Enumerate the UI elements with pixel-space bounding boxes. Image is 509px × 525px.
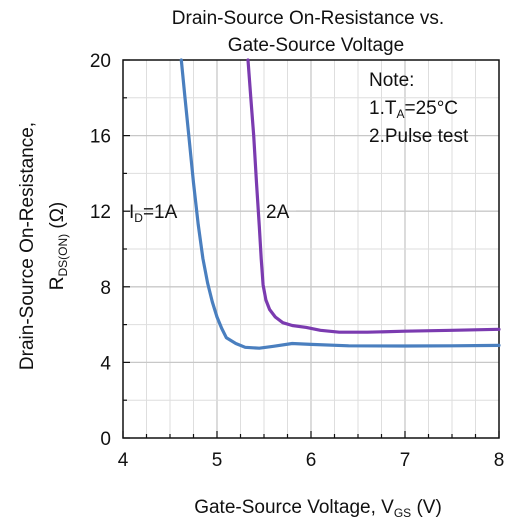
y-axis-label-line1: Drain-Source On-Resistance, xyxy=(17,122,38,370)
y-axis-label-group: Drain-Source On-Resistance, RDS(ON) (Ω) xyxy=(17,122,70,370)
y-tick-label: 12 xyxy=(90,202,111,223)
note-title: Note: xyxy=(369,70,414,91)
series-label-1a-subscript: D xyxy=(134,211,143,225)
x-tick-label: 4 xyxy=(118,450,129,471)
y-tick-label: 20 xyxy=(90,51,111,72)
series-label-1a-main: I xyxy=(129,202,134,223)
x-tick-label: 6 xyxy=(306,450,317,471)
series-line-2a xyxy=(246,58,501,334)
note-condition-1-subscript: A xyxy=(396,107,404,121)
chart-title-line2: Gate-Source Voltage xyxy=(228,35,404,56)
y-tick-label: 4 xyxy=(100,353,111,374)
y-tick-label: 0 xyxy=(100,429,111,450)
series-label-2a: 2A xyxy=(266,202,290,223)
series-label-1a: ID=1A xyxy=(129,202,178,225)
x-axis-label-main: Gate-Source Voltage, V xyxy=(194,497,394,518)
x-tick-label: 5 xyxy=(212,450,223,471)
note-condition-1: 1.TA=25°C xyxy=(369,98,458,121)
y-axis-label-subscript: DS(ON) xyxy=(56,234,70,277)
series-line-1a xyxy=(179,58,501,350)
x-axis-label: Gate-Source Voltage, VGS (V) xyxy=(194,497,442,520)
series-layer xyxy=(179,58,501,350)
y-axis-label-unit: (Ω) xyxy=(47,202,68,234)
note-box: Note: 1.TA=25°C 2.Pulse test xyxy=(369,70,469,147)
series-label-1a-suffix: =1A xyxy=(143,202,178,223)
y-tick-labels: 0 4 8 12 16 20 xyxy=(90,51,112,450)
x-tick-labels: 4 5 6 7 8 xyxy=(118,450,505,471)
y-axis-label-symbol: R xyxy=(47,277,68,291)
note-condition-2: 2.Pulse test xyxy=(369,126,469,147)
x-tick-label: 7 xyxy=(400,450,411,471)
plot-frame xyxy=(122,59,500,439)
note-condition-1-suffix: =25°C xyxy=(404,98,458,119)
note-condition-1-prefix: 1.T xyxy=(369,98,397,119)
y-axis-label-line2: RDS(ON) (Ω) xyxy=(47,202,70,291)
y-tick-label: 8 xyxy=(100,278,111,299)
x-axis-label-unit: (V) xyxy=(411,497,442,518)
grid xyxy=(123,60,499,438)
chart-title-line1: Drain-Source On-Resistance vs. xyxy=(172,8,444,29)
y-tick-label: 16 xyxy=(90,127,111,148)
x-tick-label: 8 xyxy=(494,450,505,471)
x-axis-label-subscript: GS xyxy=(394,506,411,520)
